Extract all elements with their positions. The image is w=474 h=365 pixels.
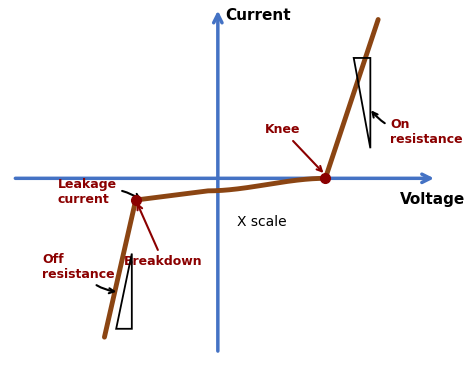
Text: Knee: Knee bbox=[264, 123, 322, 171]
Text: Current: Current bbox=[226, 8, 292, 23]
Text: Breakdown: Breakdown bbox=[124, 205, 202, 268]
Text: Leakage
current: Leakage current bbox=[57, 178, 139, 206]
Text: Off
resistance: Off resistance bbox=[42, 253, 115, 293]
Text: X scale: X scale bbox=[237, 215, 287, 229]
Text: On
resistance: On resistance bbox=[373, 112, 463, 146]
Text: Voltage: Voltage bbox=[400, 192, 465, 207]
